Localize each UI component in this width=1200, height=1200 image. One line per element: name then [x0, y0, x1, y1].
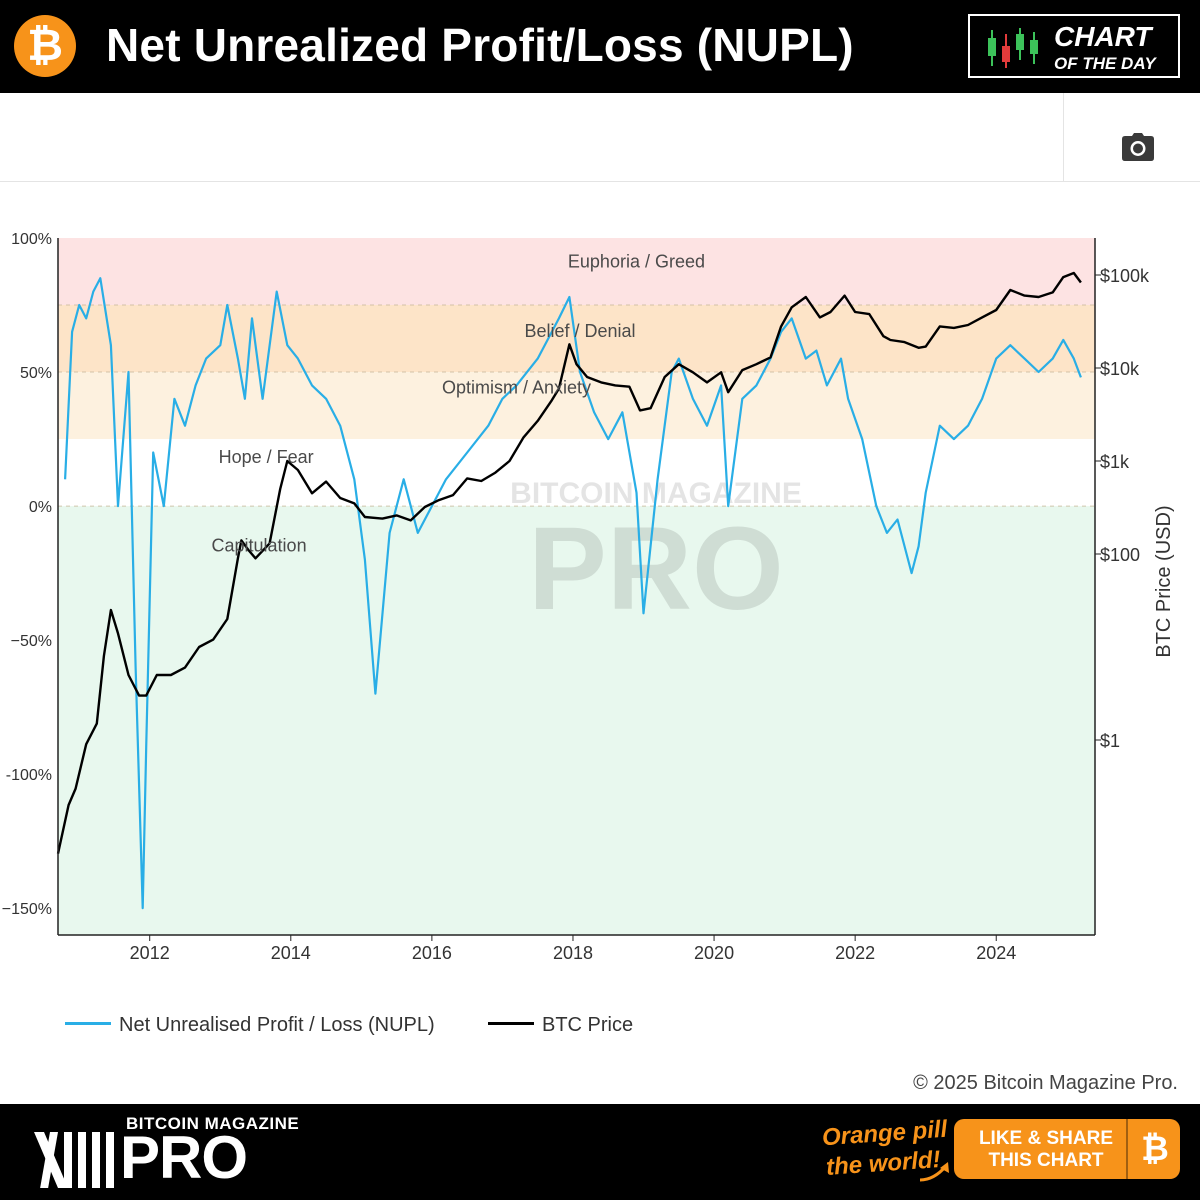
- y-left-tick-label: 50%: [20, 365, 52, 382]
- copyright-text: © 2025 Bitcoin Magazine Pro.: [913, 1072, 1178, 1094]
- x-tick-label: 2018: [553, 943, 593, 963]
- header-bar: ₿ Net Unrealized Profit/Loss (NUPL) CHAR…: [0, 0, 1200, 93]
- chart-toolbar: [0, 93, 1200, 182]
- watermark: BITCOIN MAGAZINE PRO: [510, 477, 802, 635]
- zone-label: Optimism / Anxiety: [442, 377, 591, 397]
- grid-layer: [58, 304, 1095, 507]
- zone-label: Capitulation: [212, 536, 307, 556]
- y-left-tick-label: 100%: [11, 231, 52, 248]
- series-layer: [56, 271, 1082, 910]
- zone-labels-layer: Euphoria / Greed Belief / Denial Optimism …: [212, 251, 705, 555]
- y-right-tick-label: $1k: [1100, 452, 1130, 472]
- y-left-tick-label: −150%: [2, 901, 52, 918]
- y-right-tick-label: $100k: [1100, 266, 1150, 286]
- zone-band: [58, 506, 1095, 935]
- btc-price-series-line: [56, 271, 1082, 854]
- zone-band: [58, 439, 1095, 507]
- bitcoin-icon: ₿: [1141, 1129, 1169, 1169]
- watermark-line2: PRO: [528, 503, 784, 635]
- y-right-axis-title: BTC Price (USD): [1153, 505, 1175, 657]
- brand-big: PRO: [120, 1124, 248, 1191]
- zones-layer: [58, 238, 1095, 935]
- zone-band: [58, 238, 1095, 306]
- x-tick-label: 2024: [976, 943, 1016, 963]
- toolbar-divider: [1063, 93, 1064, 181]
- x-tick-label: 2014: [271, 943, 311, 963]
- candlestick-icon: [988, 28, 1038, 68]
- like-share-button[interactable]: LIKE & SHARE THIS CHART ₿: [954, 1119, 1180, 1179]
- legend-label-nupl: Net Unrealised Profit / Loss (NUPL): [119, 1014, 435, 1036]
- axes-layer: 100% 50% 0% −50% -100% −150% $100k $10k $1k $100 $…: [2, 231, 1175, 963]
- badge-line1: CHART: [1054, 21, 1152, 52]
- page-title: Net Unrealized Profit/Loss (NUPL): [106, 19, 854, 71]
- x-tick-label: 2016: [412, 943, 452, 963]
- legend-swatch-price: [488, 1022, 534, 1026]
- y-right-tick-label: $1: [1100, 731, 1120, 751]
- legend-label-price: BTC Price: [542, 1014, 634, 1036]
- camera-icon[interactable]: [1122, 133, 1154, 166]
- zone-label: Hope / Fear: [219, 447, 314, 467]
- brand-small: BITCOIN MAGAZINE: [126, 1114, 300, 1133]
- share-divider: [1126, 1119, 1128, 1179]
- legend-item-nupl[interactable]: Net Unrealised Profit / Loss (NUPL): [65, 1014, 435, 1037]
- nupl-series-line: [64, 277, 1082, 910]
- pro-logo-icon: [34, 1132, 114, 1188]
- y-right-tick-label: $100: [1100, 545, 1140, 565]
- zone-label: Belief / Denial: [524, 321, 635, 341]
- badge-line2: OF THE DAY: [1054, 54, 1156, 73]
- y-left-tick-label: -100%: [6, 767, 52, 784]
- bitcoin-logo-icon: ₿: [14, 15, 76, 77]
- y-right-tick-label: $10k: [1100, 359, 1140, 379]
- y-left-tick-label: −50%: [11, 633, 52, 650]
- zone-label: Euphoria / Greed: [568, 251, 705, 271]
- nupl-chart: BITCOIN MAGAZINE PRO Euphoria / Greed Bel…: [2, 231, 1175, 963]
- arrow-icon: [919, 1162, 949, 1182]
- chart-of-the-day-badge: CHART OF THE DAY: [968, 14, 1180, 78]
- legend-swatch-nupl: [65, 1022, 111, 1026]
- share-line1: LIKE & SHARE: [978, 1128, 1114, 1149]
- zone-band: [58, 372, 1095, 440]
- share-line2: THIS CHART: [988, 1150, 1104, 1171]
- y-left-tick-label: 0%: [29, 499, 52, 516]
- legend-item-price[interactable]: BTC Price: [488, 1014, 633, 1037]
- x-tick-label: 2012: [130, 943, 170, 963]
- x-tick-label: 2022: [835, 943, 875, 963]
- x-tick-label: 2020: [694, 943, 734, 963]
